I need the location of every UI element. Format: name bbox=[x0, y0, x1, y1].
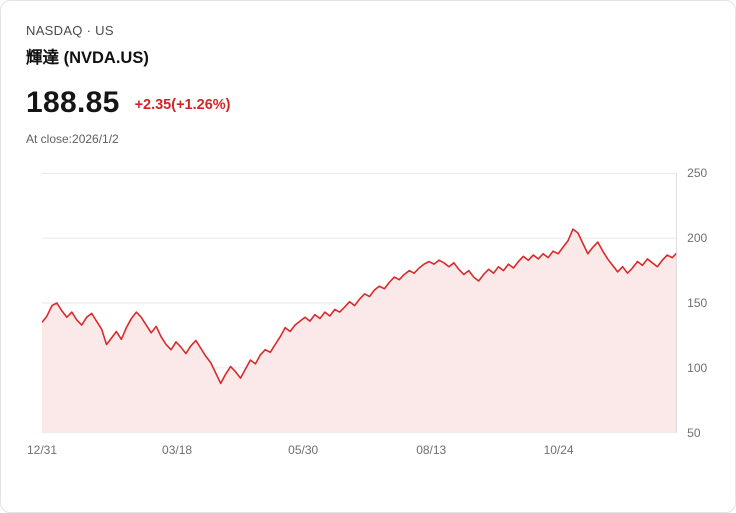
price-row: 188.85 +2.35(+1.26%) bbox=[1, 68, 735, 120]
x-tick-label: 03/18 bbox=[162, 443, 193, 457]
x-tick-label: 05/30 bbox=[288, 443, 319, 457]
last-price: 188.85 bbox=[26, 86, 120, 119]
y-axis-labels: 250 200 150 100 50 bbox=[677, 166, 735, 440]
y-tick-label: 250 bbox=[687, 166, 708, 180]
y-tick-label: 100 bbox=[687, 361, 708, 375]
close-timestamp: At close:2026/1/2 bbox=[26, 132, 119, 146]
y-tick-label: 200 bbox=[687, 231, 708, 245]
price-line bbox=[42, 228, 678, 385]
exchange-region-label: NASDAQ · US bbox=[26, 23, 114, 38]
x-tick-label: 08/13 bbox=[416, 443, 447, 457]
price-area-fill bbox=[42, 229, 678, 433]
price-chart-block: 250 200 150 100 50 12/31 03/18 05/30 08/13 10/24 bbox=[1, 166, 735, 461]
stock-name: 輝達 (NVDA.US) bbox=[26, 49, 149, 67]
y-tick-label: 150 bbox=[687, 296, 708, 310]
y-tick-label: 50 bbox=[687, 426, 701, 440]
price-change: +2.35(+1.26%) bbox=[134, 97, 231, 113]
quote-header: NASDAQ · US 輝達 (NVDA.US) bbox=[1, 1, 735, 68]
price-chart[interactable] bbox=[42, 172, 678, 434]
x-tick-label: 10/24 bbox=[543, 443, 574, 457]
x-tick-label: 12/31 bbox=[26, 443, 58, 457]
x-axis-labels: 12/31 03/18 05/30 08/13 10/24 bbox=[27, 443, 679, 461]
